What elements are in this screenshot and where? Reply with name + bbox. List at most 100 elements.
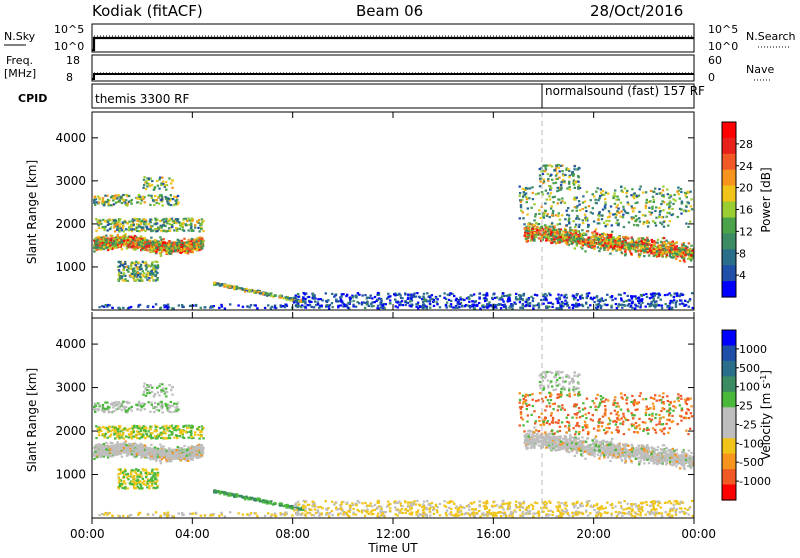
power-cell	[459, 303, 461, 305]
power-cell	[663, 226, 665, 228]
power-cell	[300, 306, 302, 308]
power-cell	[204, 306, 206, 308]
power-cell	[685, 223, 687, 225]
power-cell	[572, 220, 574, 222]
power-cell	[223, 286, 225, 288]
power-cell	[633, 207, 635, 209]
power-cell	[107, 224, 109, 226]
power-cell	[190, 223, 192, 225]
power-cell	[530, 207, 532, 209]
power-colorbar-segment	[722, 218, 736, 235]
freq-panel: Freq. [MHz] 18 8 60 0 Nave	[4, 54, 774, 84]
power-cell	[295, 295, 297, 297]
power-cell	[676, 293, 678, 295]
power-cell	[620, 249, 622, 251]
power-cell	[547, 302, 549, 304]
power-cell	[585, 206, 587, 208]
power-cell	[547, 192, 549, 194]
power-cell	[124, 275, 126, 277]
power-cell	[435, 297, 437, 299]
power-cell	[543, 181, 545, 183]
power-cell	[676, 253, 678, 255]
power-cell	[133, 267, 135, 269]
power-cell	[364, 307, 366, 309]
power-cell	[658, 293, 660, 295]
power-cell	[527, 232, 529, 234]
power-cell	[95, 230, 97, 232]
power-cell	[523, 294, 525, 296]
power-cell	[146, 185, 148, 187]
power-cell	[618, 294, 620, 296]
power-cell	[557, 302, 559, 304]
power-cell	[609, 243, 611, 245]
power-cell	[159, 177, 161, 179]
power-cell	[160, 227, 162, 229]
power-cell	[600, 299, 602, 301]
power-cell	[631, 218, 633, 220]
power-cell	[468, 301, 470, 303]
power-cell	[472, 305, 474, 307]
power-cell	[160, 239, 162, 241]
power-cell	[638, 300, 640, 302]
power-cell	[114, 230, 116, 232]
power-cell	[684, 254, 686, 256]
power-cell	[163, 249, 165, 251]
power-cell	[680, 188, 682, 190]
power-cell	[409, 300, 411, 302]
power-cell	[556, 178, 558, 180]
power-cell	[445, 304, 447, 306]
power-cell	[569, 234, 571, 236]
power-cell	[196, 221, 198, 223]
freq-tick-top: 18	[66, 54, 80, 67]
power-cell	[165, 252, 167, 254]
power-cell	[369, 297, 371, 299]
power-cell	[638, 256, 640, 258]
power-cell	[672, 256, 674, 258]
power-cell	[102, 240, 104, 242]
power-cell	[648, 207, 650, 209]
power-cell	[592, 232, 594, 234]
power-cell	[511, 307, 513, 309]
power-cell	[158, 203, 160, 205]
power-cell	[130, 203, 132, 205]
power-cell	[666, 216, 668, 218]
power-cell	[124, 278, 126, 280]
nave-tick-bottom: 0	[708, 71, 715, 84]
power-cell	[619, 304, 621, 306]
power-cell	[638, 297, 640, 299]
power-cell	[646, 296, 648, 298]
power-cell	[387, 293, 389, 295]
power-cell	[544, 167, 546, 169]
power-cell	[528, 298, 530, 300]
power-cell	[355, 296, 357, 298]
power-cell	[352, 296, 354, 298]
power-cell	[608, 239, 610, 241]
power-cell	[690, 257, 692, 259]
power-cell	[591, 246, 593, 248]
power-cell	[486, 294, 488, 296]
power-cell	[145, 223, 147, 225]
power-cell	[648, 255, 650, 257]
power-cell	[156, 199, 158, 201]
power-cell	[657, 239, 659, 241]
power-cell	[577, 181, 579, 183]
freq-frame	[92, 55, 694, 81]
power-cell	[122, 237, 124, 239]
power-cell	[532, 198, 534, 200]
power-cell	[621, 251, 623, 253]
power-cell	[630, 295, 632, 297]
power-cell	[611, 295, 613, 297]
power-cell	[138, 262, 140, 264]
power-cell	[531, 235, 533, 237]
power-cell	[617, 237, 619, 239]
power-cell	[150, 246, 152, 248]
power-cell	[158, 245, 160, 247]
power-cell	[653, 300, 655, 302]
power-cell	[561, 240, 563, 242]
power-cell	[182, 223, 184, 225]
power-cell	[535, 213, 537, 215]
power-cell	[389, 295, 391, 297]
power-cell	[611, 224, 613, 226]
power-cell	[635, 215, 637, 217]
power-cell	[99, 220, 101, 222]
